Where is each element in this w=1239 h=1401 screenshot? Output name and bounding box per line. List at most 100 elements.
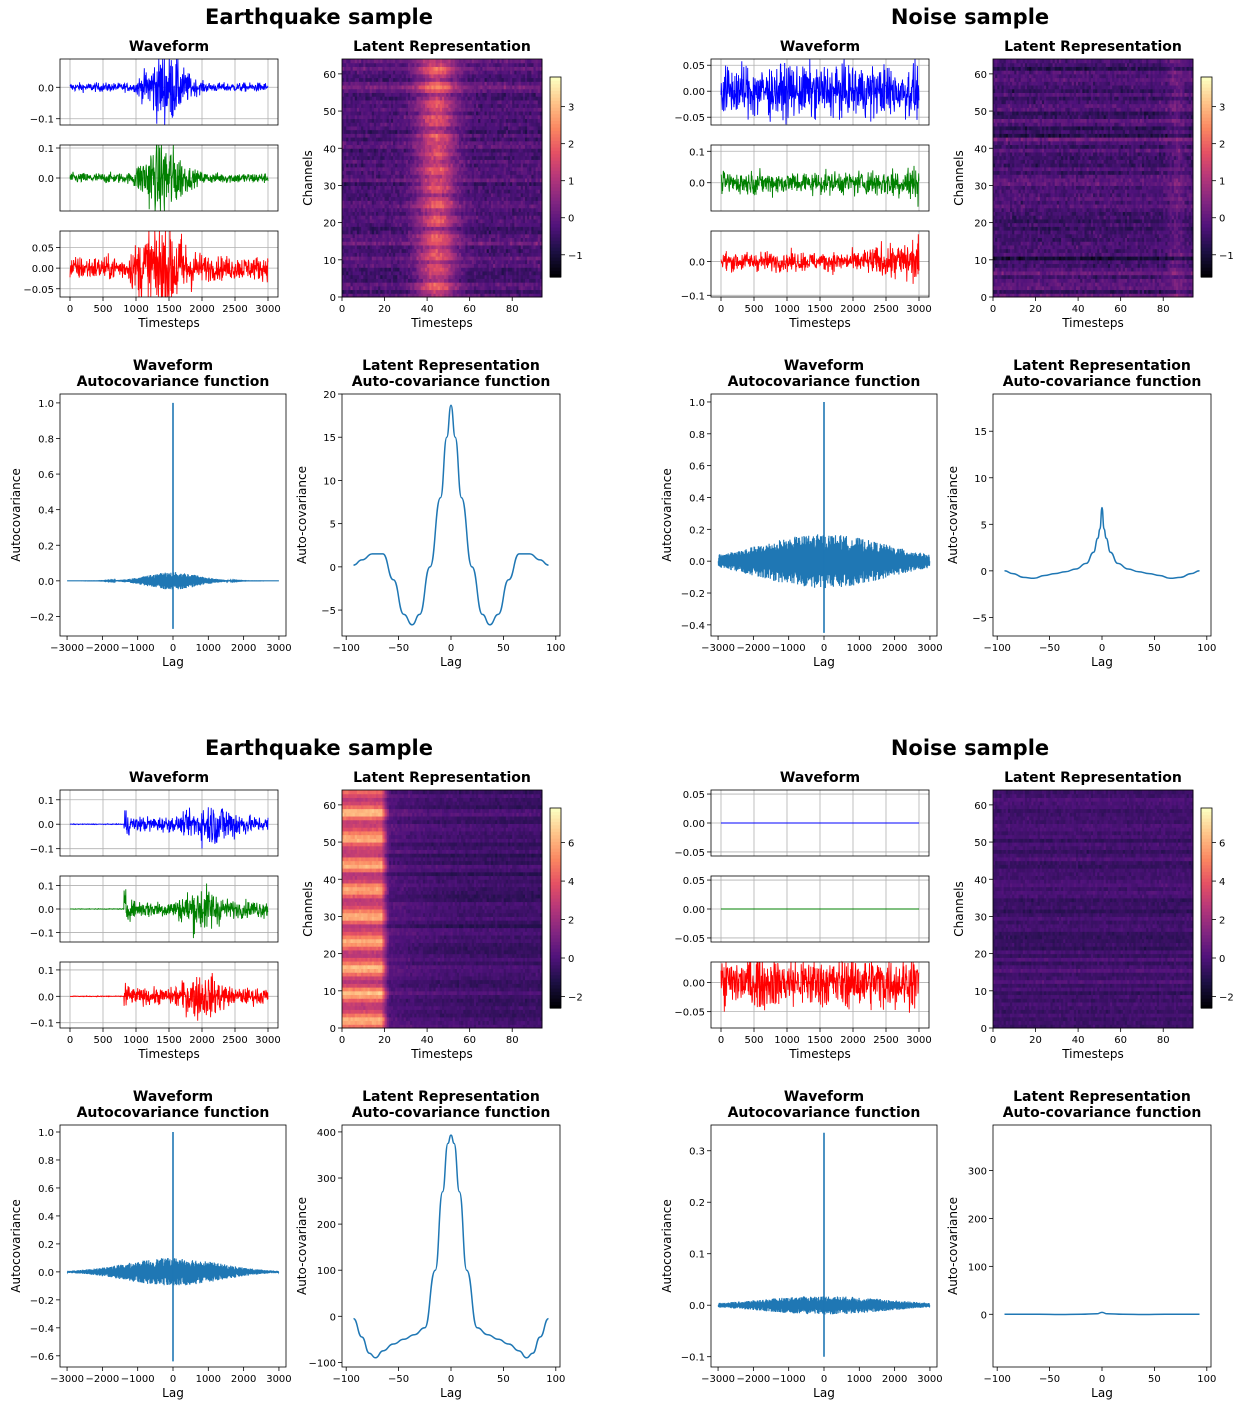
latent-cell — [446, 196, 449, 201]
latent-cell — [512, 233, 515, 238]
latent-cell — [369, 233, 373, 238]
latent-cell — [459, 241, 462, 246]
latent-cell — [533, 267, 537, 272]
latent-cell — [531, 222, 534, 227]
latent-cell — [414, 241, 417, 246]
latent-cell — [350, 274, 354, 279]
latent-cell — [418, 285, 422, 291]
latent-cell — [405, 200, 409, 205]
latent-cell — [467, 282, 471, 287]
latent-cell — [354, 233, 358, 238]
latent-cell — [501, 215, 505, 220]
latent-cell — [384, 211, 388, 216]
latent-cell — [354, 230, 358, 235]
latent-cell — [390, 282, 394, 287]
latent-cell — [495, 256, 498, 261]
latent-cell — [476, 274, 479, 279]
latent-cell — [459, 237, 462, 242]
latent-cell — [467, 218, 471, 224]
latent-cell — [456, 267, 460, 272]
latent-cell — [450, 259, 454, 265]
latent-cell — [473, 289, 477, 294]
latent-cell — [514, 252, 517, 257]
latent-cell — [476, 289, 479, 294]
latent-cell — [531, 252, 534, 257]
latent-cell — [535, 233, 539, 238]
latent-cell — [444, 278, 447, 283]
latent-cell — [467, 222, 471, 227]
latent-cell — [497, 226, 500, 231]
latent-cell — [410, 196, 413, 201]
latent-cell — [431, 237, 434, 242]
latent-cell — [422, 241, 426, 246]
latent-cell — [527, 200, 530, 205]
latent-cell — [505, 263, 509, 268]
latent-cell — [465, 185, 469, 190]
latent-cell — [378, 222, 381, 227]
latent-cell — [452, 278, 456, 283]
latent-cell — [501, 248, 505, 253]
latent-cell — [514, 189, 517, 194]
latent-cell — [450, 270, 454, 276]
latent-cell — [476, 293, 479, 298]
latent-cell — [524, 218, 528, 224]
latent-cell — [371, 218, 375, 224]
latent-cell — [486, 285, 490, 291]
latent-cell — [520, 293, 524, 298]
latent-cell — [499, 222, 503, 227]
latent-cell — [354, 263, 358, 268]
latent-cell — [371, 196, 375, 201]
latent-cell — [373, 282, 377, 287]
latent-cell — [346, 289, 349, 294]
latent-cell — [356, 289, 360, 294]
latent-cell — [429, 218, 432, 224]
latent-cell — [397, 230, 400, 235]
latent-cell — [484, 274, 488, 279]
latent-cell — [503, 285, 507, 291]
latent-cell — [454, 200, 458, 205]
latent-cell — [442, 215, 445, 220]
latent-cell — [444, 237, 447, 242]
latent-cell — [371, 289, 375, 294]
latent-cell — [537, 185, 541, 190]
latent-cell — [459, 218, 462, 224]
latent-cell — [450, 181, 454, 186]
latent-cell — [476, 226, 479, 231]
latent-cell — [448, 274, 452, 279]
latent-cell — [373, 185, 377, 190]
latent-cell — [533, 248, 537, 253]
latent-cell — [484, 256, 488, 261]
latent-cell — [373, 196, 377, 201]
latent-cell — [416, 237, 420, 242]
latent-cell — [452, 230, 456, 235]
latent-cell — [531, 200, 534, 205]
latent-cell — [469, 289, 473, 294]
latent-cell — [420, 215, 424, 220]
latent-cell — [388, 207, 392, 212]
latent-cell — [482, 192, 486, 198]
latent-cell — [388, 196, 392, 201]
latent-cell — [422, 204, 426, 209]
latent-cell — [427, 270, 430, 276]
latent-cell — [456, 285, 460, 291]
latent-cell — [514, 278, 517, 283]
latent-cell — [454, 263, 458, 268]
latent-cell — [527, 293, 530, 298]
latent-cell — [384, 222, 388, 227]
latent-cell — [393, 207, 396, 212]
latent-cell — [465, 196, 469, 201]
latent-cell — [382, 189, 386, 194]
latent-cell — [461, 185, 464, 190]
latent-cell — [520, 230, 524, 235]
latent-cell — [401, 189, 405, 194]
latent-cell — [439, 181, 443, 186]
latent-cell — [478, 233, 481, 238]
latent-cell — [484, 218, 488, 224]
latent-cell — [395, 196, 398, 201]
latent-cell — [488, 282, 492, 287]
latent-cell — [420, 196, 424, 201]
latent-cell — [484, 248, 488, 253]
latent-cell — [420, 285, 424, 291]
latent-cell — [401, 207, 405, 212]
latent-cell — [352, 204, 356, 209]
